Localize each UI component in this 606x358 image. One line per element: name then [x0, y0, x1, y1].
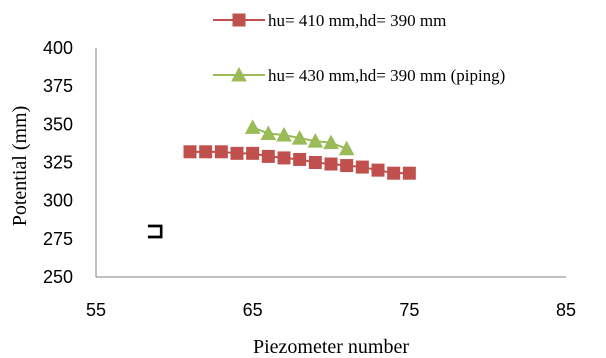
y-tick-labels: 250 275 300 325 350 375 400: [43, 38, 73, 287]
x-tick-label: 55: [86, 300, 106, 320]
legend-label: hu= 430 mm,hd= 390 mm (piping): [268, 66, 505, 85]
data-point: [355, 160, 369, 174]
series-layer: [183, 119, 416, 180]
data-point: [338, 140, 355, 156]
data-point: [291, 130, 308, 145]
data-point: [276, 126, 292, 142]
data-point: [323, 134, 339, 150]
data-point: [293, 152, 307, 166]
y-axis-title: Potential (mm): [9, 106, 31, 227]
data-point: [183, 145, 197, 159]
data-point: [387, 166, 401, 180]
x-tick-labels: 55 65 75 85: [86, 300, 576, 320]
y-tick-label: 300: [43, 191, 73, 211]
data-point: [261, 149, 275, 163]
legend: hu= 410 mm,hd= 390 mm hu= 430 mm,hd= 390 …: [213, 11, 505, 85]
data-point: [277, 151, 291, 165]
x-tick-label: 85: [556, 300, 576, 320]
data-point: [307, 133, 324, 148]
data-point: [324, 157, 338, 171]
legend-marker: [231, 66, 247, 82]
series-2: [244, 119, 355, 156]
y-tick-label: 350: [43, 114, 73, 134]
axes: [95, 48, 566, 278]
data-point: [199, 145, 213, 159]
data-point: [244, 119, 261, 134]
data-point: [308, 156, 322, 169]
legend-marker: [232, 13, 246, 27]
data-point: [260, 125, 277, 140]
y-tick-label: 250: [43, 267, 73, 287]
x-tick-label: 65: [243, 300, 263, 320]
x-axis-title: Piezometer number: [253, 336, 409, 358]
data-point: [214, 145, 228, 159]
data-point: [246, 146, 260, 160]
data-point: [402, 166, 416, 180]
legend-label: hu= 410 mm,hd= 390 mm: [268, 11, 446, 30]
data-point: [230, 146, 244, 160]
y-tick-label: 325: [43, 153, 73, 173]
y-tick-label: 400: [43, 38, 73, 58]
y-tick-label: 275: [43, 229, 73, 249]
series-1: [183, 145, 416, 180]
data-point: [371, 163, 385, 177]
data-point: [340, 159, 354, 173]
x-tick-label: 75: [399, 300, 419, 320]
stray-mark: ⊐: [146, 218, 164, 243]
y-tick-label: 375: [43, 76, 73, 96]
